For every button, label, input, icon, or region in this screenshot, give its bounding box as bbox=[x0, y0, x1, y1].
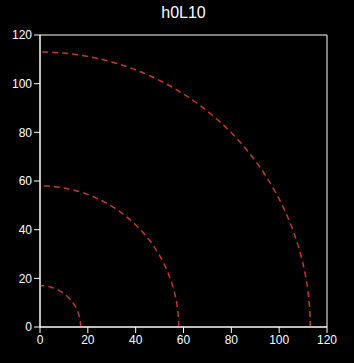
svg-text:100: 100 bbox=[12, 77, 32, 91]
svg-text:40: 40 bbox=[129, 333, 143, 347]
svg-text:80: 80 bbox=[225, 333, 239, 347]
svg-text:40: 40 bbox=[19, 223, 33, 237]
svg-text:0: 0 bbox=[25, 320, 32, 334]
svg-text:100: 100 bbox=[269, 333, 289, 347]
svg-text:0: 0 bbox=[37, 333, 44, 347]
html-text:h0L10: h0L10 bbox=[161, 4, 206, 21]
svg-text:60: 60 bbox=[19, 174, 33, 188]
svg-text:120: 120 bbox=[317, 333, 337, 347]
svg-text:80: 80 bbox=[19, 126, 33, 140]
svg-text:60: 60 bbox=[177, 333, 191, 347]
svg-text:20: 20 bbox=[81, 333, 95, 347]
svg-text:120: 120 bbox=[12, 28, 32, 42]
svg-text:20: 20 bbox=[19, 272, 33, 286]
